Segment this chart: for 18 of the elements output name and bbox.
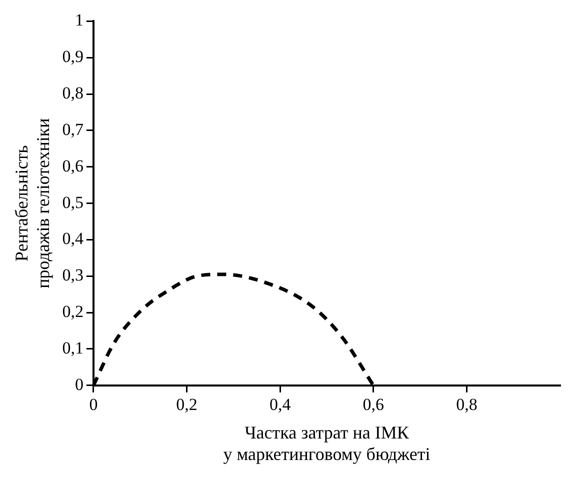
y-tick-label: 0,4 bbox=[62, 229, 84, 248]
y-tick-label: 0,3 bbox=[62, 266, 84, 285]
x-tick-label: 0,4 bbox=[269, 395, 292, 414]
x-axis-title: Частка затрат на ІМК у маркетинговому бюджеті bbox=[223, 422, 430, 464]
x-tick-label: 0 bbox=[89, 395, 98, 414]
y-tick-label: 0,1 bbox=[62, 338, 84, 358]
y-tick-label: 0,7 bbox=[62, 120, 84, 139]
x-tick-label: 0,8 bbox=[456, 395, 478, 414]
y-tick-label: 0,5 bbox=[62, 192, 84, 212]
y-tick-label: 0,9 bbox=[62, 47, 84, 66]
y-tick-label: 0,6 bbox=[62, 156, 84, 176]
y-tick-label: 0,8 bbox=[62, 84, 84, 103]
x-tick-label: 0,2 bbox=[176, 395, 198, 414]
x-tick-label: 0,6 bbox=[362, 395, 384, 414]
y-tick-label: 0,2 bbox=[62, 302, 84, 322]
y-tick-label: 1 bbox=[74, 10, 84, 30]
y-tick-label: 0 bbox=[74, 374, 84, 394]
y-axis-title: Рентабельність продажів геліотехніки bbox=[12, 118, 54, 288]
